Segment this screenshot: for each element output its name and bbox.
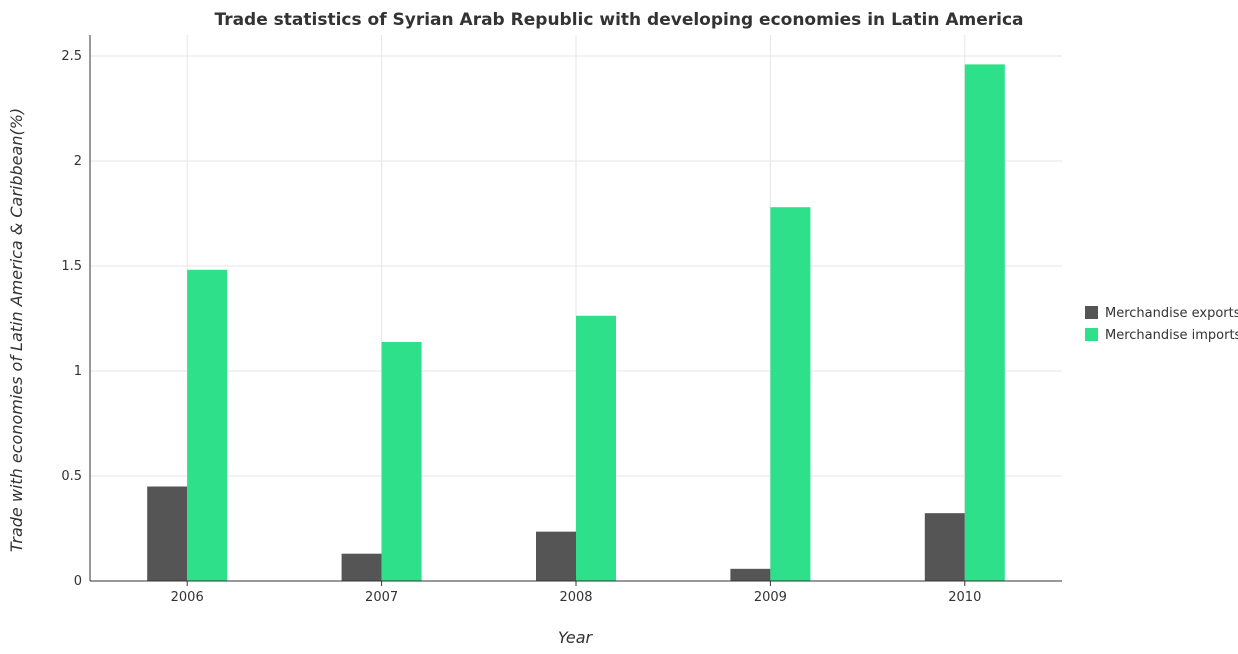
bar-merchandise-exports xyxy=(924,513,965,581)
bar-merchandise-exports xyxy=(536,531,576,581)
bar-merchandise-imports xyxy=(381,342,422,581)
y-tick-label: 1.5 xyxy=(61,259,82,274)
x-axis-label: Year xyxy=(558,628,594,647)
y-tick-label: 2.5 xyxy=(61,49,82,64)
legend-swatch xyxy=(1085,306,1098,319)
x-tick-label: 2010 xyxy=(948,590,981,605)
bar-merchandise-imports xyxy=(576,315,616,581)
legend-label: Merchandise exports xyxy=(1105,306,1238,321)
legend-swatch xyxy=(1085,328,1098,341)
x-tick-label: 2008 xyxy=(559,590,592,605)
y-tick-label: 1 xyxy=(74,364,82,379)
x-tick-label: 2007 xyxy=(365,590,398,605)
y-axis-label: Trade with economies of Latin America & … xyxy=(7,108,26,552)
bar-merchandise-exports xyxy=(730,568,771,581)
bar-merchandise-imports xyxy=(770,207,811,581)
legend-label: Merchandise imports xyxy=(1105,328,1238,343)
y-tick-label: 0.5 xyxy=(61,469,82,484)
bar-merchandise-imports xyxy=(964,64,1005,581)
axes: 0 0.5 1 1.5 2 2.5 2006 2007 2008 2009 2010 xyxy=(61,35,1062,605)
legend: Merchandise exports Merchandise imports xyxy=(1085,306,1238,343)
y-tick-label: 2 xyxy=(74,154,82,169)
bar-merchandise-exports xyxy=(147,486,188,581)
bar-merchandise-imports xyxy=(187,269,228,581)
y-tick-label: 0 xyxy=(74,574,82,589)
x-tick-label: 2009 xyxy=(754,590,787,605)
x-tick-label: 2006 xyxy=(171,590,204,605)
bars xyxy=(147,64,1005,581)
chart-title: Trade statistics of Syrian Arab Republic… xyxy=(214,10,1023,30)
bar-merchandise-exports xyxy=(341,553,382,581)
